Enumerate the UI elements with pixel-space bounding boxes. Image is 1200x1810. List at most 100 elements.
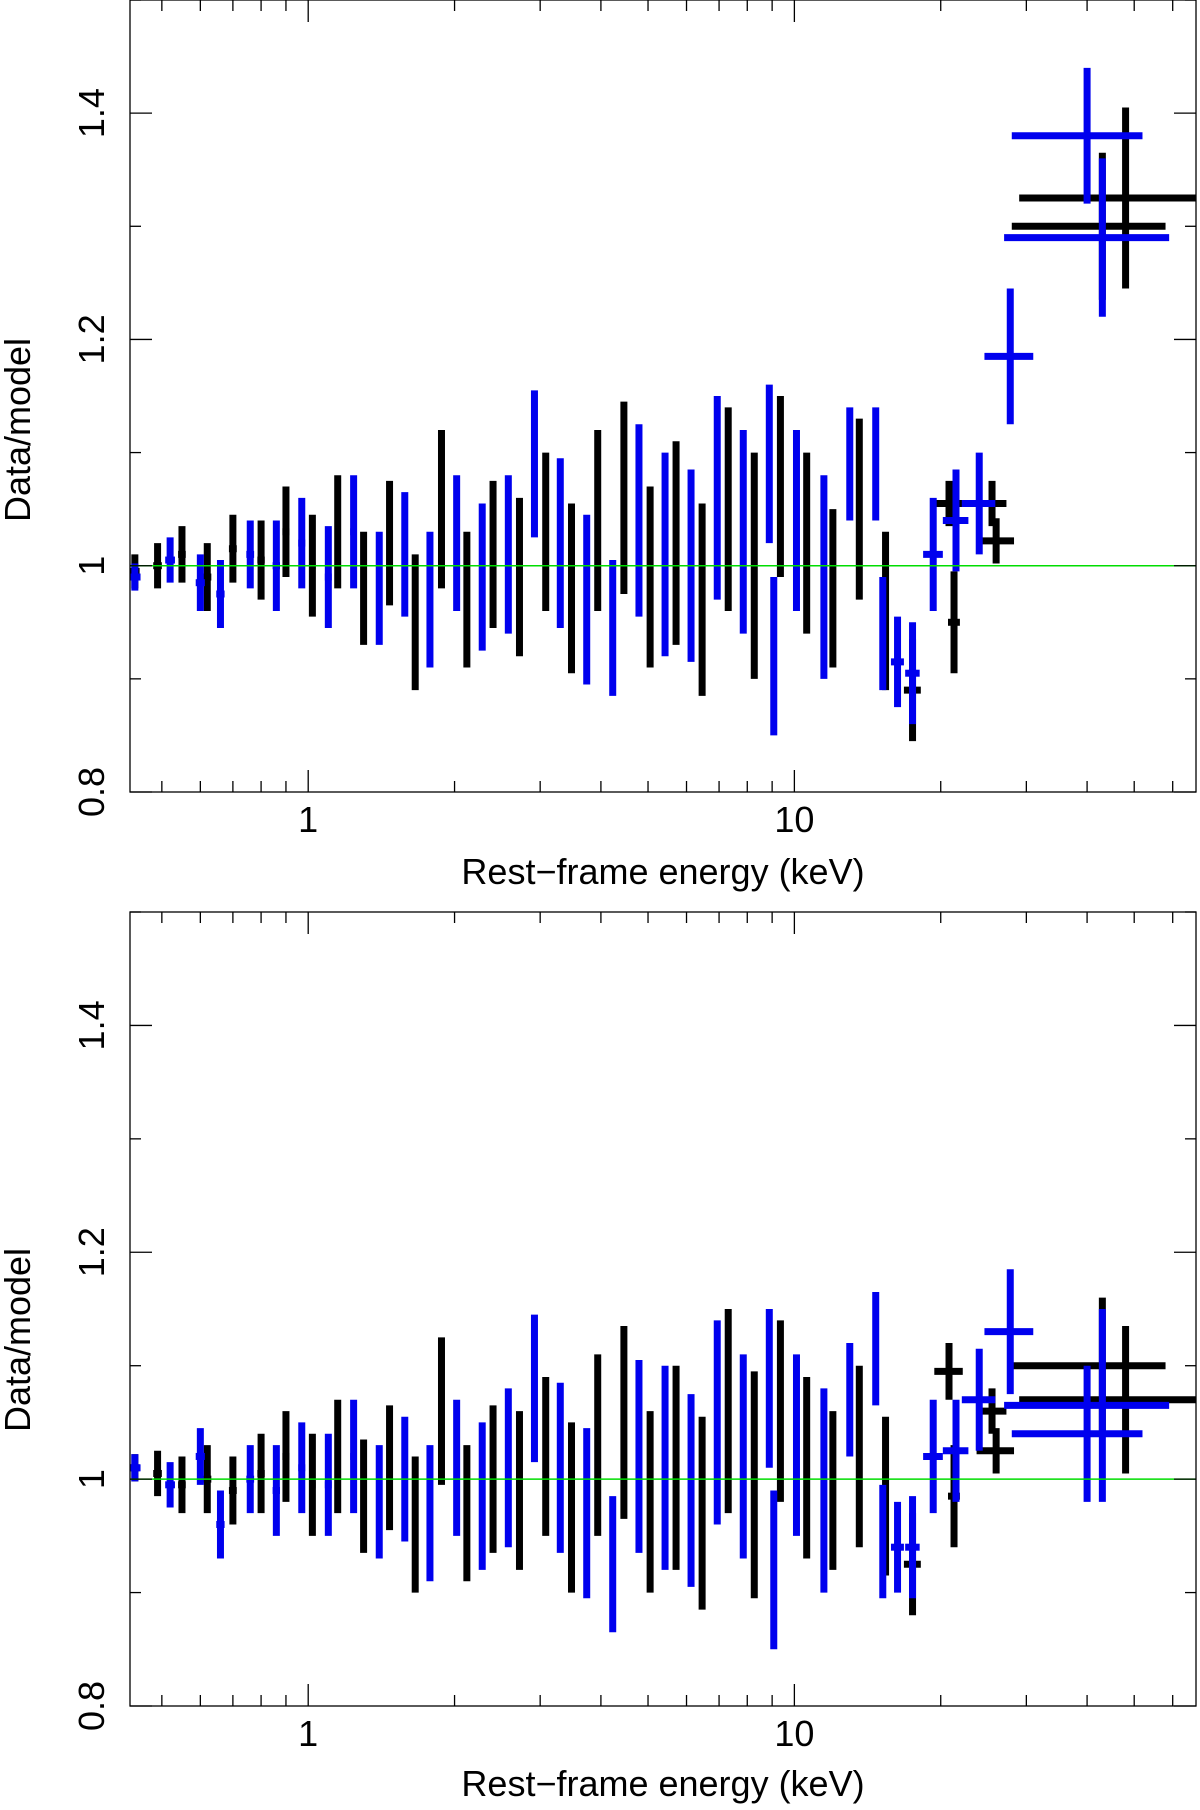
data-point [165, 537, 175, 583]
panel-top-frame [129, 0, 1197, 793]
data-point [195, 1428, 205, 1485]
data-point [1019, 1326, 1196, 1474]
data-point [272, 1445, 281, 1536]
data-point [324, 526, 332, 628]
data-point [1004, 1309, 1170, 1502]
data-point [961, 452, 996, 555]
y-tick-label: 1 [71, 1469, 112, 1489]
y-tick-label: 1.4 [71, 88, 112, 138]
data-point [1011, 67, 1143, 204]
data-point [401, 492, 409, 617]
data-point [687, 1394, 695, 1587]
data-point [437, 429, 445, 589]
data-point [776, 396, 784, 578]
data-point [130, 563, 141, 591]
data-point [504, 475, 512, 634]
data-point [165, 1462, 175, 1508]
data-point [308, 1433, 316, 1536]
x-tick-label: 1 [298, 799, 318, 840]
data-point [463, 1445, 471, 1582]
data-point [724, 407, 732, 611]
data-point [594, 1354, 602, 1536]
data-point [350, 475, 358, 589]
data-point [976, 1428, 1015, 1474]
data-point [739, 1354, 747, 1559]
data-point [463, 531, 471, 668]
data-point [216, 1490, 225, 1559]
panel-top-x-axis-label: Rest−frame energy (keV) [461, 851, 864, 892]
data-point [672, 1365, 680, 1570]
data-point [961, 1348, 996, 1451]
data-point [846, 1343, 854, 1457]
data-point [820, 475, 828, 679]
data-point [846, 407, 854, 521]
data-point [976, 518, 1015, 564]
data-point [282, 486, 290, 578]
data-point [672, 441, 680, 645]
data-point [530, 1314, 538, 1463]
data-point [360, 531, 368, 645]
data-point [228, 514, 237, 583]
x-tick-label: 1 [298, 1713, 318, 1754]
data-point [426, 531, 434, 668]
data-point [934, 1343, 963, 1400]
panel-bottom-y-axis-label: Data/model [0, 1248, 38, 1432]
panel-top: 1 10 0.8 1 1.2 1.4 Rest−frame energy (keV) Da… [0, 0, 1197, 892]
data-point [504, 1388, 512, 1548]
data-point [724, 1309, 732, 1514]
data-point [776, 1320, 784, 1502]
data-point [829, 1411, 837, 1570]
data-point [334, 475, 342, 589]
data-point [568, 503, 576, 674]
data-point [635, 424, 643, 617]
panel-top-ticks [130, 0, 1196, 793]
data-point [661, 452, 669, 657]
x-tick-label: 10 [774, 1713, 814, 1754]
data-point [350, 1399, 358, 1514]
data-point [542, 1377, 550, 1536]
data-point [855, 418, 863, 600]
data-point [646, 1411, 654, 1593]
data-point [542, 452, 550, 611]
data-point [195, 554, 205, 611]
panel-bottom-x-axis-label: Rest−frame energy (keV) [461, 1763, 864, 1804]
data-point [942, 469, 969, 572]
data-point [360, 1439, 368, 1553]
data-point [228, 1456, 237, 1525]
y-tick-label: 0.8 [71, 767, 112, 817]
data-point [515, 1411, 523, 1570]
data-point [178, 1456, 186, 1514]
panel-top-series [130, 67, 1196, 742]
data-point [947, 571, 960, 674]
y-tick-label: 1.4 [71, 1000, 112, 1050]
y-tick-label: 0.8 [71, 1681, 112, 1731]
data-point [334, 1399, 342, 1514]
data-point [609, 1496, 617, 1633]
data-point [739, 429, 747, 634]
data-point [803, 452, 811, 634]
data-point [905, 622, 920, 725]
data-point [879, 1484, 887, 1599]
data-point [375, 1445, 383, 1559]
data-point [765, 1309, 773, 1468]
x-tick-label: 10 [774, 799, 814, 840]
data-point [635, 1360, 643, 1553]
data-point [855, 1365, 863, 1548]
data-point [984, 288, 1034, 425]
data-point [153, 1450, 162, 1497]
data-point [583, 514, 591, 685]
data-point [556, 458, 564, 628]
y-tick-label: 1 [71, 556, 112, 576]
data-point [298, 1422, 306, 1514]
data-point [178, 526, 186, 583]
data-point [478, 503, 486, 651]
data-point [942, 1399, 969, 1502]
data-point [426, 1445, 434, 1582]
data-point [792, 1354, 800, 1536]
data-point [411, 1456, 419, 1593]
data-point [872, 407, 880, 521]
data-point [698, 503, 706, 696]
data-point [792, 429, 800, 611]
data-point [770, 1490, 778, 1650]
data-point [375, 531, 383, 645]
